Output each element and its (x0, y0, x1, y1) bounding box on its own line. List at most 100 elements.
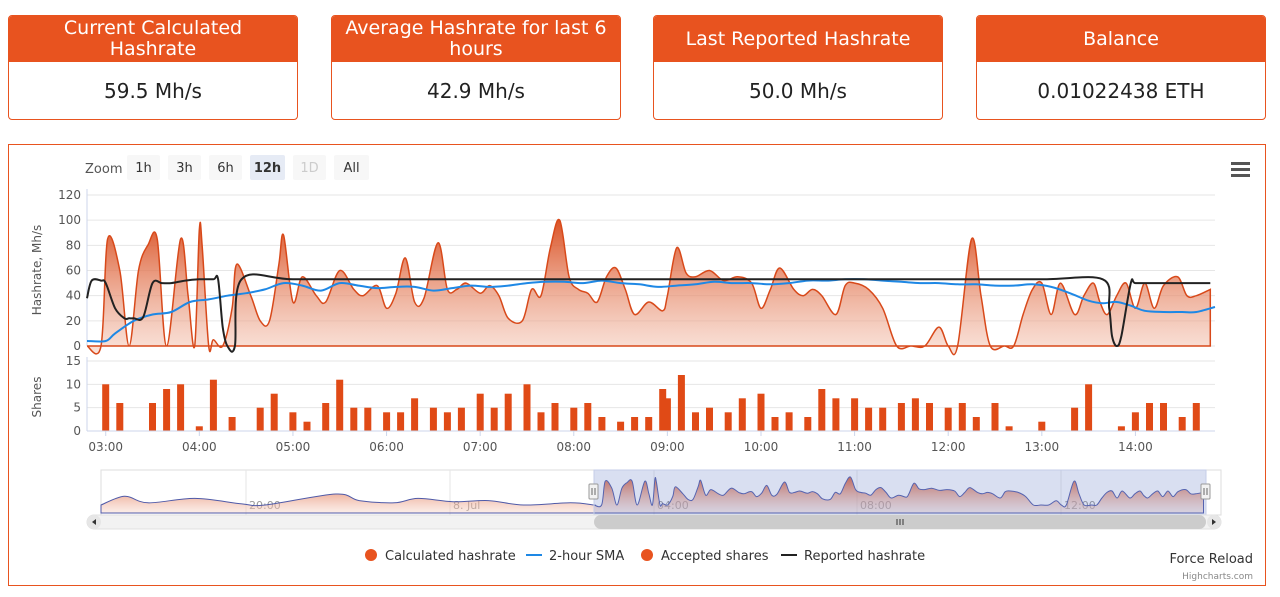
x-tick-label: 05:00 (276, 440, 311, 454)
zoom-button-label: 3h (176, 161, 193, 176)
navigator-scrollbar[interactable] (86, 514, 1222, 530)
share-bar (944, 407, 952, 431)
share-bar (692, 412, 699, 431)
accepted-shares-bars (102, 375, 1200, 431)
hashrate-chart-panel: Zoom 1h 3h 6h 12h 1D All Hashrate, Mh/s 0 20 40… (8, 144, 1266, 586)
hashrate-axis-title: Hashrate, Mh/s (30, 225, 44, 316)
share-bar (149, 403, 156, 431)
share-bar (457, 407, 465, 431)
share-bar (336, 379, 344, 431)
share-bar (195, 426, 203, 431)
share-bar (1038, 421, 1046, 431)
arrow-right-icon[interactable] (1207, 515, 1221, 529)
stat-card-average-hashrate: Average Hashrate for last 6 hours 42.9 M… (331, 15, 621, 120)
x-tick-label: 11:00 (837, 440, 872, 454)
share-bar (256, 407, 264, 431)
share-bar (490, 407, 498, 431)
share-bar (397, 412, 405, 431)
share-bar (411, 398, 419, 431)
share-bar (677, 375, 685, 431)
share-bar (289, 412, 297, 431)
share-bar (228, 417, 236, 431)
share-bar (645, 417, 653, 431)
y-tick-label: 10 (66, 377, 81, 391)
x-tick-label: 09:00 (650, 440, 685, 454)
zoom-buttons: 1h 3h 6h 12h 1D All (127, 155, 369, 180)
share-bar (879, 407, 887, 431)
shares-y-ticks: 0 5 10 15 (66, 354, 81, 438)
share-bar (706, 407, 713, 431)
stat-card-balance: Balance 0.01022438 ETH (976, 15, 1266, 120)
stat-title: Average Hashrate for last 6 hours (332, 16, 620, 62)
zoom-button-1d[interactable]: 1D (293, 155, 326, 180)
share-bar (1146, 403, 1153, 431)
svg-text:Accepted shares: Accepted shares (661, 549, 769, 564)
zoom-button-12h[interactable]: 12h (250, 155, 285, 180)
hamburger-menu-icon[interactable] (1228, 159, 1256, 181)
chart-legend: Calculated hashrate 2-hour SMA Accepted … (365, 549, 925, 564)
zoom-label: Zoom (85, 162, 122, 177)
highcharts-credits-link[interactable]: Highcharts.com (1182, 572, 1253, 582)
zoom-button-1h[interactable]: 1h (127, 155, 160, 180)
svg-text:Reported hashrate: Reported hashrate (804, 549, 925, 564)
navigator-mask[interactable] (593, 469, 1207, 516)
share-bar (991, 403, 999, 431)
x-tick-label: 06:00 (369, 440, 404, 454)
share-bar (383, 412, 391, 431)
share-bar (1178, 417, 1186, 431)
share-bar (771, 417, 779, 431)
share-bar (785, 412, 793, 431)
zoom-button-label: All (343, 161, 359, 176)
legend-item-calculated[interactable]: Calculated hashrate (365, 549, 516, 564)
sma-line (86, 278, 1216, 343)
hashrate-y-ticks: 0 20 40 60 80 100 120 (58, 188, 81, 353)
x-tick-label: 13:00 (1025, 440, 1060, 454)
share-bar (177, 384, 185, 431)
legend-item-sma[interactable]: 2-hour SMA (526, 549, 624, 564)
y-tick-label: 60 (66, 264, 81, 278)
share-bar (663, 398, 671, 431)
share-bar (757, 393, 765, 431)
share-bar (584, 403, 592, 431)
zoom-button-3h[interactable]: 3h (168, 155, 201, 180)
share-bar (116, 403, 124, 431)
y-tick-label: 0 (73, 424, 81, 438)
share-bar (972, 417, 980, 431)
share-bar (598, 417, 606, 431)
zoom-button-label: 6h (217, 161, 234, 176)
hashrate-chart: Zoom 1h 3h 6h 12h 1D All Hashrate, Mh/s 0 20 40… (30, 155, 1256, 582)
share-bar (270, 393, 278, 431)
share-bar (617, 421, 625, 431)
share-bar (476, 393, 484, 431)
force-reload-link[interactable]: Force Reload (1169, 552, 1253, 567)
share-bar (926, 403, 933, 431)
stat-value: 42.9 Mh/s (427, 79, 525, 103)
share-bar (551, 403, 559, 431)
x-tick-label: 08:00 (556, 440, 591, 454)
zoom-button-label: 1D (300, 161, 318, 176)
share-bar (504, 393, 512, 431)
x-tick-label: 04:00 (182, 440, 217, 454)
svg-text:Calculated hashrate: Calculated hashrate (385, 549, 516, 564)
x-tick-label: 12:00 (931, 440, 966, 454)
legend-item-reported[interactable]: Reported hashrate (781, 549, 925, 564)
stat-card-reported-hashrate: Last Reported Hashrate 50.0 Mh/s (653, 15, 943, 120)
y-tick-label: 80 (66, 238, 81, 252)
zoom-button-all[interactable]: All (334, 155, 369, 180)
reported-hashrate-line (86, 273, 1211, 353)
navigator-series (100, 476, 1204, 514)
zoom-button-label: 1h (135, 161, 152, 176)
y-tick-label: 0 (73, 339, 81, 353)
arrow-left-icon[interactable] (87, 515, 101, 529)
share-bar (1085, 384, 1093, 431)
share-bar (209, 379, 217, 431)
zoom-button-label: 12h (254, 161, 281, 176)
drag-handle-icon[interactable] (588, 483, 599, 500)
legend-item-shares[interactable]: Accepted shares (641, 549, 769, 564)
zoom-button-6h[interactable]: 6h (209, 155, 242, 180)
share-bar (818, 389, 826, 431)
share-bar (1160, 403, 1167, 431)
share-bar (1005, 426, 1013, 431)
drag-handle-icon[interactable] (1200, 483, 1211, 500)
